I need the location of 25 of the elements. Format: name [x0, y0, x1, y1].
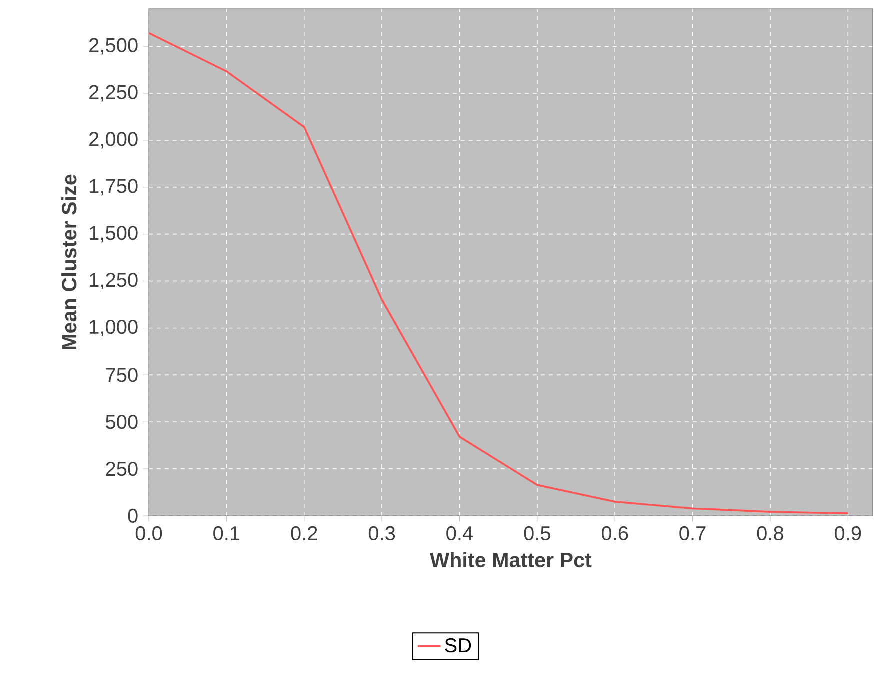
y-tick-label: 2,000	[90, 132, 138, 149]
x-tick-label: 0.1	[214, 526, 240, 541]
x-tick-label: 0.8	[757, 526, 784, 541]
x-tick-label: 0.2	[291, 526, 318, 541]
x-axis-title: White Matter Pct	[430, 552, 592, 568]
x-tick-label: 0.9	[835, 526, 862, 541]
x-tick-label: 0.3	[368, 526, 396, 541]
x-tick-label: 0.4	[446, 526, 474, 541]
y-tick-label: 500	[106, 415, 138, 430]
legend-label: SD	[445, 638, 472, 653]
y-tick-label: 750	[106, 368, 138, 382]
y-tick-label: 1,500	[90, 226, 138, 243]
x-tick-label: 0.7	[680, 526, 706, 541]
y-tick-label: 1,750	[90, 179, 138, 196]
x-tick-label: 0.0	[136, 526, 162, 541]
x-tick-label: 0.6	[602, 526, 628, 541]
y-tick-label: 0	[128, 508, 138, 524]
y-tick-label: 2,500	[90, 38, 138, 55]
y-tick-label: 1,250	[90, 273, 138, 290]
y-axis-title: Mean Cluster Size	[62, 174, 77, 350]
y-tick-label: 2,250	[90, 85, 138, 102]
x-tick-label: 0.5	[524, 526, 550, 541]
y-tick-label: 1,000	[90, 320, 138, 336]
y-tick-label: 250	[106, 462, 138, 476]
line-series	[149, 32, 850, 514]
